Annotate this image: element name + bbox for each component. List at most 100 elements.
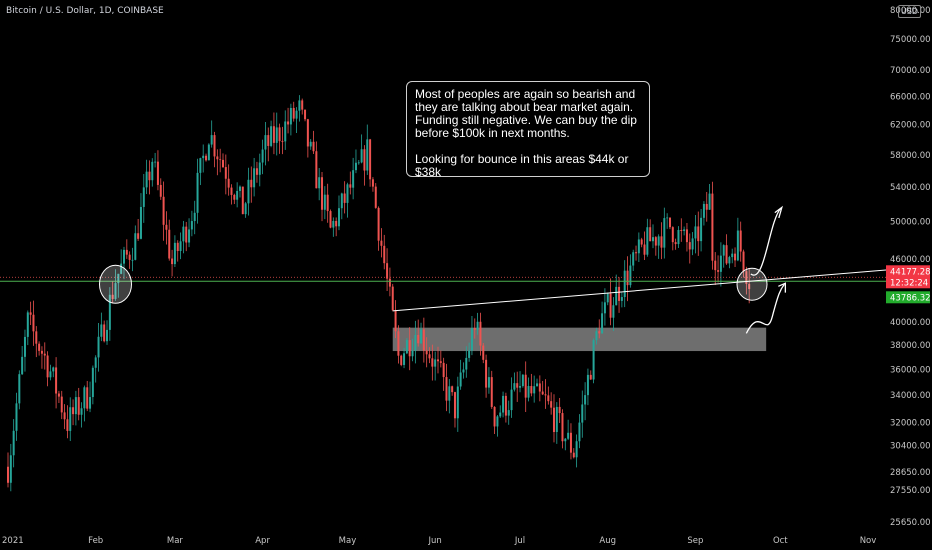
candle: [502, 391, 505, 418]
candle: [434, 351, 437, 381]
candle-body: [485, 359, 488, 388]
candle-body: [233, 194, 236, 200]
currency-button[interactable]: USD: [898, 5, 922, 18]
candle-body: [318, 177, 321, 189]
candle: [236, 182, 239, 208]
candle: [111, 281, 114, 303]
candle: [91, 365, 94, 405]
candle-body: [462, 369, 465, 373]
candle-body: [57, 393, 60, 397]
candle-body: [405, 340, 408, 354]
candle: [315, 141, 318, 189]
candle: [612, 297, 615, 332]
candle: [388, 267, 391, 297]
candle: [35, 326, 38, 358]
candle-body: [335, 220, 338, 227]
candle-body: [111, 294, 114, 300]
candle: [366, 124, 369, 175]
candle: [615, 274, 618, 306]
candle-body: [586, 374, 589, 396]
candle-body: [403, 353, 406, 365]
candle: [205, 153, 208, 162]
candle: [592, 338, 595, 384]
candle-body: [465, 357, 468, 370]
candle: [683, 226, 686, 236]
candle: [335, 217, 338, 237]
y-tick-label: 40000.00: [890, 318, 931, 328]
candle: [244, 201, 247, 218]
candle-body: [236, 190, 239, 200]
candle-body: [323, 194, 326, 210]
candle: [306, 118, 309, 158]
candle-body: [43, 353, 46, 356]
candle-body: [193, 212, 196, 222]
candle: [451, 385, 454, 396]
candle: [224, 154, 227, 195]
y-tick-label: 38000.00: [890, 341, 931, 351]
candle-body: [267, 135, 270, 146]
candle: [264, 121, 267, 166]
candle-body: [7, 466, 9, 483]
candle: [7, 452, 9, 488]
candle: [142, 174, 145, 223]
candle: [742, 249, 745, 278]
candle: [86, 380, 89, 412]
candle: [561, 409, 564, 449]
candle: [15, 392, 18, 441]
candle-body: [536, 383, 539, 387]
candle-body: [49, 371, 52, 378]
candle: [674, 238, 677, 250]
candle-body: [705, 203, 708, 210]
candle-body: [230, 187, 233, 195]
candle: [238, 185, 241, 198]
candle: [711, 181, 714, 270]
candle: [352, 157, 355, 200]
candle-body: [564, 438, 567, 442]
candle: [207, 143, 210, 161]
candle: [510, 377, 513, 418]
candle: [465, 346, 468, 378]
candle-body: [468, 350, 471, 358]
candle: [425, 337, 428, 368]
candle-body: [83, 387, 86, 409]
candle: [318, 167, 321, 201]
candle-body: [205, 155, 208, 161]
candle-body: [171, 258, 174, 265]
candle: [66, 405, 69, 439]
candle-body: [476, 321, 479, 330]
candle-body: [694, 226, 697, 239]
candle-body: [598, 331, 601, 334]
candle-body: [346, 184, 349, 203]
candle: [572, 448, 575, 459]
candle: [482, 343, 485, 364]
candle-body: [411, 350, 414, 357]
candle: [349, 171, 352, 195]
candle: [728, 255, 731, 269]
candle: [176, 240, 179, 262]
candle-body: [301, 100, 304, 110]
candle-body: [128, 254, 131, 260]
candle-body: [238, 186, 241, 191]
analysis-note: Most of peoples are again so bearish and…: [406, 81, 650, 179]
note-paragraph-2: Looking for bounce in this areas $44k or…: [415, 152, 629, 179]
y-tick-label: 32000.00: [890, 418, 931, 428]
candle-body: [660, 236, 663, 248]
candle: [694, 214, 697, 254]
candle-body: [18, 374, 21, 404]
candle: [199, 157, 202, 186]
candle: [196, 158, 199, 224]
candle: [558, 398, 561, 423]
candle-body: [414, 334, 417, 351]
candle-body: [154, 161, 157, 163]
candle-body: [502, 395, 505, 413]
candle: [581, 390, 584, 438]
candle: [219, 148, 222, 173]
candle: [578, 414, 581, 449]
candle-body: [304, 109, 307, 120]
candle-body: [533, 386, 536, 394]
candle-body: [654, 237, 657, 246]
candle-body: [106, 329, 109, 342]
candle-body: [182, 226, 185, 242]
candle: [74, 390, 77, 426]
candle: [473, 318, 476, 339]
